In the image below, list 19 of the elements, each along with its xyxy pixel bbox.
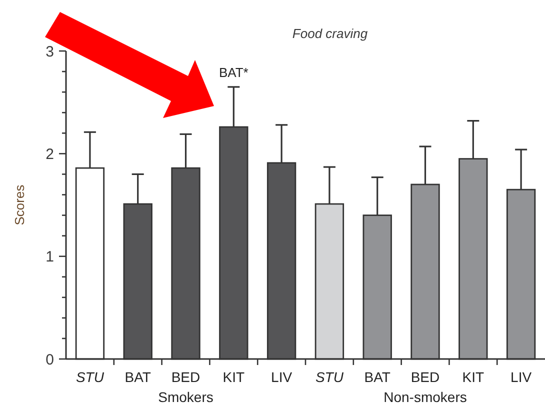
y-axis-title: Scores (12, 184, 27, 226)
x-tick-label: BED (171, 369, 200, 385)
y-tick-label: 1 (46, 248, 54, 266)
annotation: BAT* (218, 64, 248, 80)
text: Non-smokers (384, 389, 467, 405)
x-tick-label: BAT (364, 369, 391, 385)
text: Smokers (158, 389, 214, 405)
x-tick-label: STU (76, 369, 105, 385)
x-tick-label: BED (410, 369, 440, 385)
x-tick-label: KIT (462, 369, 484, 385)
x-tick-label: STU (315, 369, 344, 385)
y-tick-label: 2 (46, 146, 54, 163)
x-tick-label: LIV (271, 369, 293, 385)
x-tick-label: KIT (222, 369, 245, 385)
y-tick-label: 3 (46, 43, 54, 60)
y-tick-label: 0 (46, 351, 54, 368)
chart-title: Food craving (292, 26, 368, 41)
x-tick-label: BAT (124, 369, 152, 385)
x-tick-label: LIV (510, 369, 532, 385)
